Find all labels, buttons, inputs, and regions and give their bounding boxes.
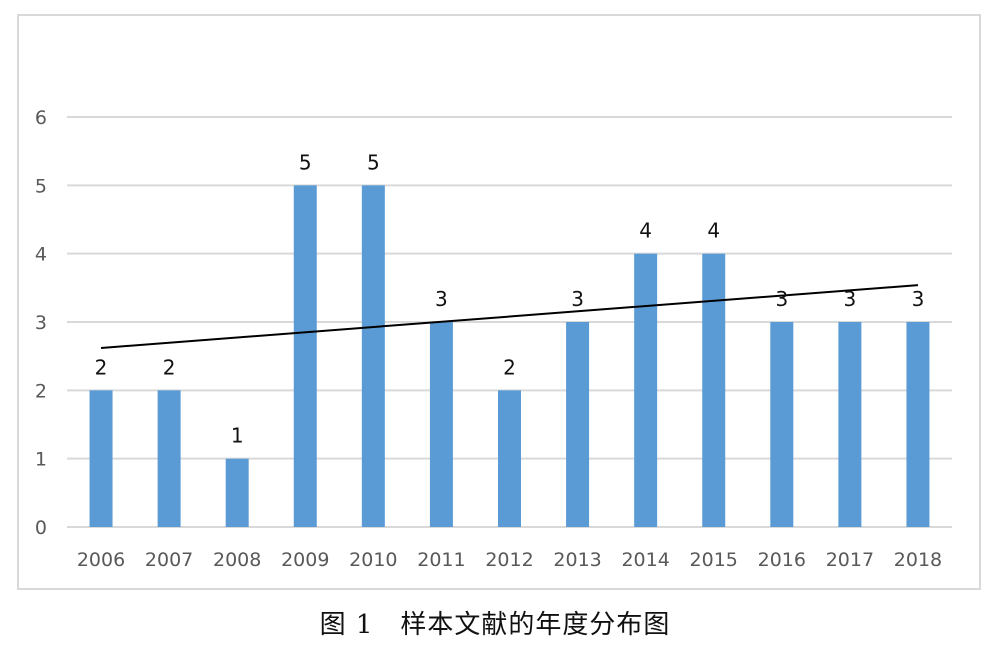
data-label: 3	[435, 287, 448, 311]
bar-2009	[293, 185, 317, 528]
gridlines	[67, 116, 952, 528]
y-tick-label: 4	[35, 244, 47, 266]
bar-2008	[225, 458, 249, 527]
y-axis-ticks: 0 1 2 3 4 5 6	[35, 107, 47, 539]
bar-2015	[702, 253, 726, 527]
x-tick-label: 2013	[553, 549, 601, 571]
bar-2006	[89, 390, 113, 527]
bar-2011	[429, 322, 453, 527]
x-tick-label: 2016	[758, 549, 806, 571]
figure-caption: 图 1 样本文献的年度分布图	[319, 610, 671, 640]
x-tick-label: 2008	[213, 549, 261, 571]
trendline-group	[100, 284, 919, 349]
x-tick-label: 2017	[826, 549, 874, 571]
data-label: 1	[231, 424, 244, 448]
y-tick-label: 6	[35, 107, 47, 129]
bar-2014	[634, 253, 658, 527]
data-label: 3	[775, 287, 788, 311]
x-tick-label: 2011	[417, 549, 465, 571]
data-label: 2	[163, 355, 176, 379]
x-tick-label: 2007	[145, 549, 193, 571]
x-tick-label: 2010	[349, 549, 397, 571]
data-label: 2	[95, 355, 108, 379]
x-tick-label: 2014	[621, 549, 669, 571]
data-label: 3	[571, 287, 584, 311]
x-tick-label: 2018	[894, 549, 942, 571]
y-tick-label: 2	[35, 380, 47, 402]
x-tick-label: 2009	[281, 549, 329, 571]
x-tick-label: 2015	[690, 549, 738, 571]
x-tick-label: 2012	[485, 549, 533, 571]
data-label: 3	[844, 287, 857, 311]
bar-2016	[770, 322, 794, 527]
x-axis-ticks: 2006 2007 2008 2009 2010 2011 2012 2013 2014 2015…	[77, 549, 942, 571]
data-label: 5	[299, 150, 312, 174]
data-label: 4	[707, 219, 720, 243]
x-tick-label: 2006	[77, 549, 125, 571]
bar-2013	[566, 322, 590, 527]
y-tick-label: 1	[35, 449, 47, 471]
y-tick-label: 5	[35, 175, 47, 197]
trendline	[100, 284, 919, 349]
data-label: 2	[503, 355, 516, 379]
bars	[89, 185, 930, 528]
bar-2007	[157, 390, 181, 527]
data-label: 3	[912, 287, 925, 311]
data-label: 4	[639, 219, 652, 243]
bar-2018	[906, 322, 930, 527]
data-label: 5	[367, 150, 380, 174]
data-labels: 2 2 1 5 5 3 2 3 4 4 3 3 3	[95, 150, 925, 447]
bar-2017	[838, 322, 862, 527]
y-tick-label: 3	[35, 312, 47, 334]
y-tick-label: 0	[35, 517, 47, 539]
bar-2010	[361, 185, 385, 528]
bar-2012	[498, 390, 521, 527]
